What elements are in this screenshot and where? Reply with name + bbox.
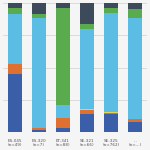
- Bar: [8, 8, 22, 14]
- Bar: [56, 105, 70, 118]
- Bar: [128, 3, 142, 9]
- Bar: [80, 109, 94, 110]
- Bar: [104, 8, 118, 13]
- Bar: [104, 113, 118, 114]
- Bar: [128, 9, 142, 18]
- Bar: [128, 119, 142, 122]
- Bar: [56, 129, 70, 132]
- Bar: [32, 3, 46, 14]
- Bar: [80, 24, 94, 29]
- Bar: [56, 3, 70, 8]
- Bar: [8, 3, 22, 8]
- Bar: [104, 13, 118, 112]
- Bar: [80, 29, 94, 109]
- Bar: [104, 3, 118, 8]
- Bar: [32, 129, 46, 130]
- Bar: [32, 14, 46, 18]
- Bar: [80, 110, 94, 114]
- Bar: [56, 118, 70, 129]
- Bar: [56, 8, 70, 105]
- Bar: [104, 114, 118, 132]
- Bar: [104, 112, 118, 113]
- Bar: [8, 74, 22, 132]
- Bar: [128, 122, 142, 132]
- Bar: [8, 14, 22, 64]
- Bar: [80, 114, 94, 132]
- Bar: [128, 18, 142, 119]
- Bar: [80, 3, 94, 24]
- Bar: [32, 130, 46, 132]
- Bar: [32, 18, 46, 129]
- Bar: [8, 64, 22, 74]
